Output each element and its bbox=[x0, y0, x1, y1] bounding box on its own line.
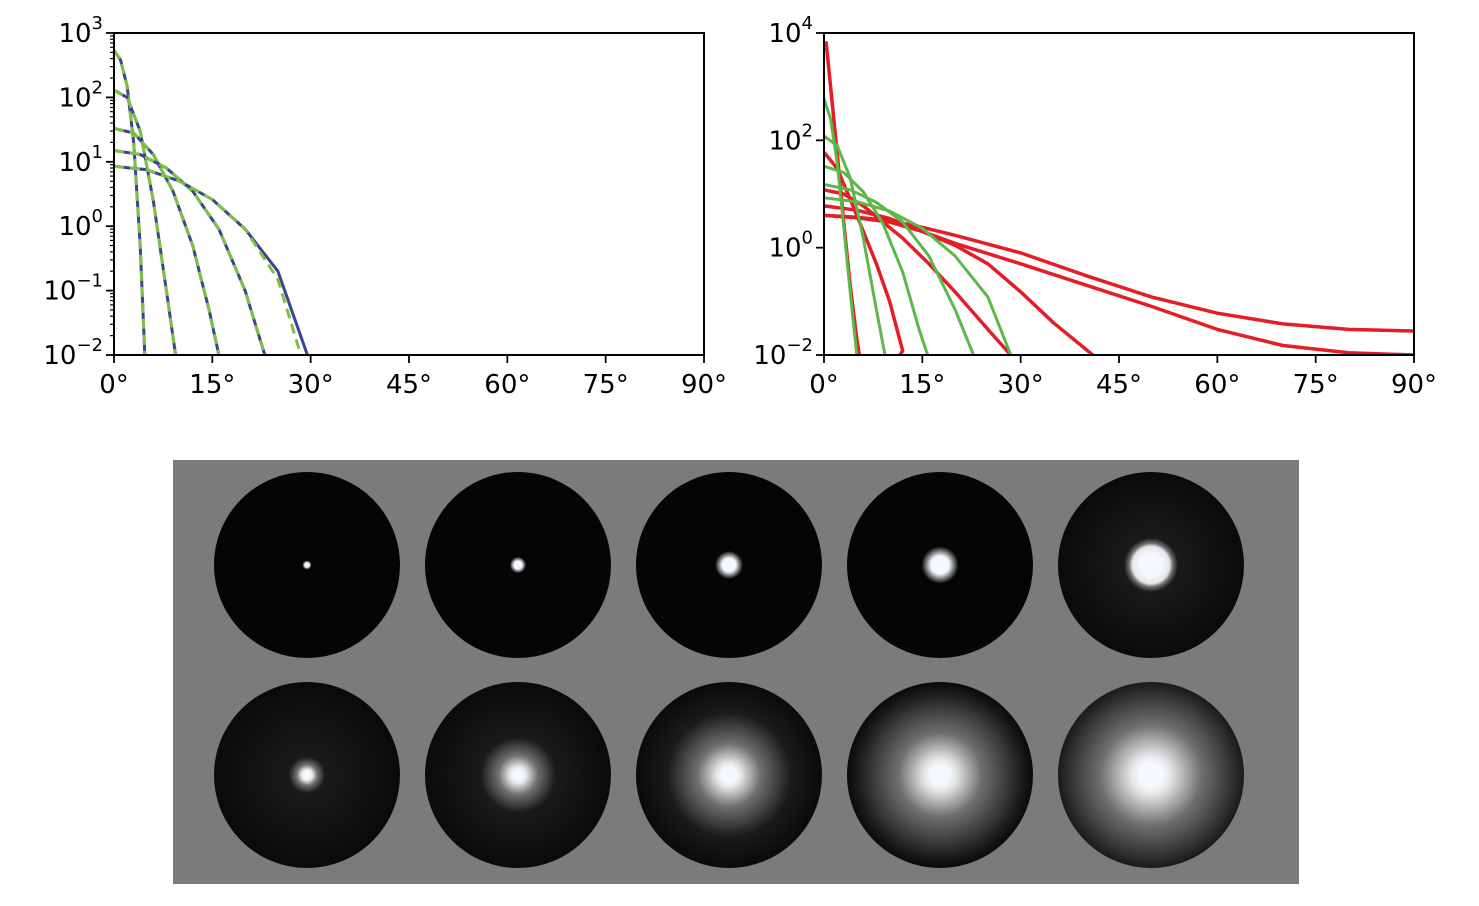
sphere-render bbox=[214, 682, 400, 868]
right-series-line bbox=[824, 151, 905, 355]
right-series-line bbox=[824, 98, 859, 355]
left-x-ticks: 0° 15° 30° 45° 60° 75° 90° bbox=[99, 355, 727, 400]
sphere-render bbox=[214, 472, 400, 658]
right-series-line bbox=[824, 134, 887, 355]
right-series-line bbox=[824, 213, 1414, 333]
right-y-ticks: 10−2 100 102 104 bbox=[753, 13, 824, 371]
right-series-group bbox=[824, 41, 1414, 355]
left-series-line bbox=[114, 88, 178, 355]
right-series-line bbox=[824, 188, 1013, 355]
right-x-ticks: 0° 15° 30° 45° 60° 75° 90° bbox=[809, 355, 1437, 400]
left-y-tick-label: 100 bbox=[58, 206, 103, 242]
sphere-render bbox=[636, 472, 822, 658]
right-x-tick-label: 60° bbox=[1194, 370, 1240, 400]
left-series-line bbox=[114, 164, 303, 355]
sphere-panel bbox=[173, 460, 1299, 884]
left-series-line bbox=[114, 126, 221, 355]
left-y-tick-label: 101 bbox=[58, 142, 103, 178]
right-series-line bbox=[824, 183, 975, 355]
right-series-line bbox=[824, 204, 1094, 355]
plot-right: 10−2 100 102 104 0° 15° 30° 45° 60° 75° 90° bbox=[753, 13, 1437, 400]
right-x-tick-label: 90° bbox=[1391, 370, 1437, 400]
left-y-tick-label: 103 bbox=[58, 13, 103, 49]
left-x-tick-label: 90° bbox=[681, 370, 727, 400]
left-x-tick-label: 45° bbox=[386, 370, 432, 400]
sphere-render bbox=[425, 682, 611, 868]
right-x-tick-label: 0° bbox=[809, 370, 839, 400]
right-y-tick-label: 102 bbox=[768, 120, 813, 156]
sphere-render bbox=[1058, 472, 1244, 658]
right-x-tick-label: 30° bbox=[998, 370, 1044, 400]
sphere-render bbox=[1058, 682, 1244, 868]
sphere-render bbox=[425, 472, 611, 658]
left-x-tick-label: 0° bbox=[99, 370, 129, 400]
left-series-line bbox=[114, 49, 147, 355]
left-y-tick-label: 10−2 bbox=[43, 335, 103, 371]
right-y-tick-label: 100 bbox=[768, 228, 813, 264]
right-x-tick-label: 15° bbox=[899, 370, 945, 400]
left-x-tick-label: 30° bbox=[288, 370, 334, 400]
right-y-tick-label: 104 bbox=[768, 13, 813, 49]
left-series-group bbox=[114, 49, 309, 355]
left-y-tick-label: 10−1 bbox=[43, 271, 103, 307]
plot-left: 10−2 10−1 100 101 102 103 0° 15° 30° 45° 60° 75° 90… bbox=[43, 13, 727, 400]
left-series-line bbox=[114, 126, 221, 355]
right-series-line bbox=[824, 164, 930, 355]
right-y-tick-label: 10−2 bbox=[753, 335, 813, 371]
left-x-tick-label: 15° bbox=[189, 370, 235, 400]
left-y-tick-label: 102 bbox=[58, 77, 103, 113]
left-y-ticks: 10−2 10−1 100 101 102 103 bbox=[43, 13, 114, 371]
right-x-tick-label: 45° bbox=[1096, 370, 1142, 400]
sphere-render bbox=[847, 472, 1033, 658]
sphere-grid bbox=[214, 472, 1244, 868]
left-x-tick-label: 60° bbox=[484, 370, 530, 400]
right-series-line bbox=[824, 196, 1013, 355]
left-x-tick-label: 75° bbox=[583, 370, 629, 400]
right-x-tick-label: 75° bbox=[1293, 370, 1339, 400]
sphere-render bbox=[636, 682, 822, 868]
left-series-line bbox=[114, 149, 267, 355]
sphere-render bbox=[847, 682, 1033, 868]
